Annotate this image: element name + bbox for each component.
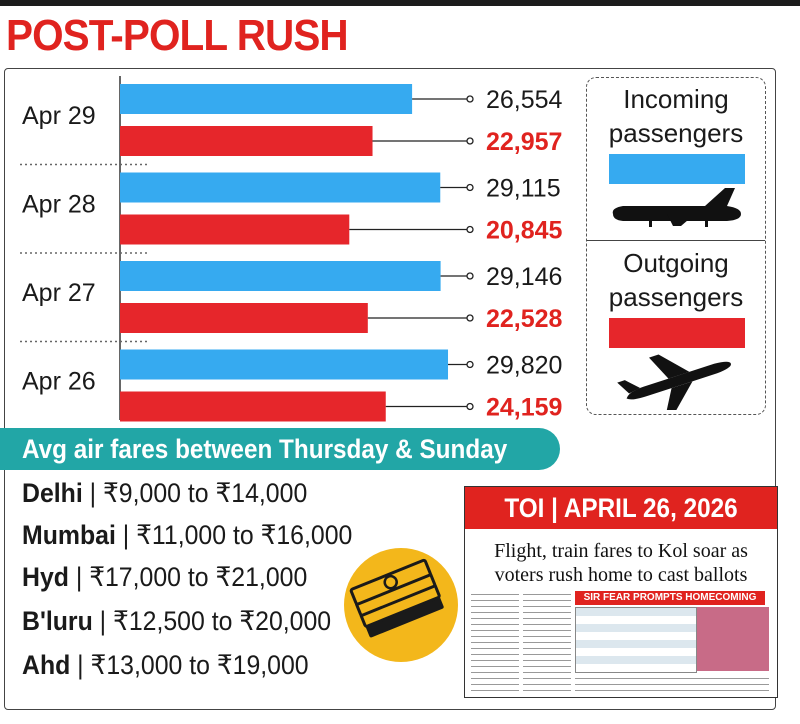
money-stack-icon	[344, 548, 458, 662]
clipping-table	[575, 607, 697, 673]
leader-dot	[466, 225, 474, 234]
clipping-text-column	[523, 591, 571, 693]
clipping-headline: Flight, train fares to Kol soar as voter…	[494, 540, 748, 586]
fare-row-delhi: Delhi | ₹9,000 to ₹14,000	[22, 478, 308, 508]
data-label-outgoing: 22,957	[486, 128, 562, 156]
leader-dot	[466, 272, 474, 280]
fare-row-hyd: Hyd | ₹17,000 to ₹21,000	[22, 562, 308, 592]
category-label: Apr 26	[22, 368, 96, 396]
legend-divider	[587, 240, 765, 241]
legend-incoming-label: Incoming passengers	[608, 84, 744, 148]
clipping-text-column	[575, 675, 769, 693]
airplane-side-icon	[612, 188, 741, 227]
bar-outgoing	[120, 214, 350, 245]
data-label-incoming: 26,554	[486, 86, 563, 114]
data-label-outgoing: 24,159	[486, 394, 562, 422]
category-label: Apr 27	[22, 279, 96, 307]
bar-incoming	[120, 84, 413, 114]
legend: Incoming passengers Outgoing passengers	[586, 77, 766, 415]
clipping-header: TOI | APRIL 26, 2026	[465, 487, 777, 529]
data-label-incoming: 29,115	[486, 175, 561, 203]
clipping-photo	[697, 607, 769, 671]
category-label: Apr 29	[22, 102, 96, 130]
legend-outgoing-swatch	[609, 318, 745, 348]
page-title: POST-POLL RUSH	[6, 11, 349, 60]
bar-outgoing	[120, 126, 373, 156]
fare-row-bluru: B'luru | ₹12,500 to ₹20,000	[22, 606, 332, 636]
fares-header: Avg air fares between Thursday & Sunday	[0, 428, 560, 470]
leader-dot	[466, 137, 474, 145]
legend-incoming-swatch	[609, 154, 745, 184]
fare-row-ahd: Ahd | ₹13,000 to ₹19,000	[22, 650, 309, 680]
fare-row-mumbai: Mumbai | ₹11,000 to ₹16,000	[22, 520, 353, 550]
clipping-subhead: SIR FEAR PROMPTS HOMECOMING	[575, 591, 765, 605]
airplane-takeoff-icon	[617, 354, 731, 410]
clipping-text-column	[471, 591, 519, 693]
bar-outgoing	[120, 391, 386, 422]
newspaper-clipping: TOI | APRIL 26, 2026 Flight, train fares…	[464, 486, 778, 698]
leader-dot	[466, 183, 474, 192]
leader-dot	[466, 314, 474, 322]
bar-outgoing	[120, 303, 368, 333]
data-label-outgoing: 20,845	[486, 217, 563, 245]
data-label-incoming: 29,820	[486, 352, 562, 380]
leader-dot	[466, 95, 474, 103]
top-rule	[0, 0, 800, 6]
leader-dot	[466, 402, 474, 411]
bar-incoming	[120, 261, 441, 291]
data-label-outgoing: 22,528	[486, 305, 563, 333]
bar-incoming	[120, 172, 441, 203]
leader-dot	[466, 360, 474, 369]
data-label-incoming: 29,146	[486, 263, 562, 291]
chart-frame	[4, 68, 776, 710]
bar-incoming	[120, 349, 449, 380]
legend-outgoing-label: Outgoing passengers	[608, 248, 744, 312]
category-label: Apr 28	[22, 191, 96, 219]
